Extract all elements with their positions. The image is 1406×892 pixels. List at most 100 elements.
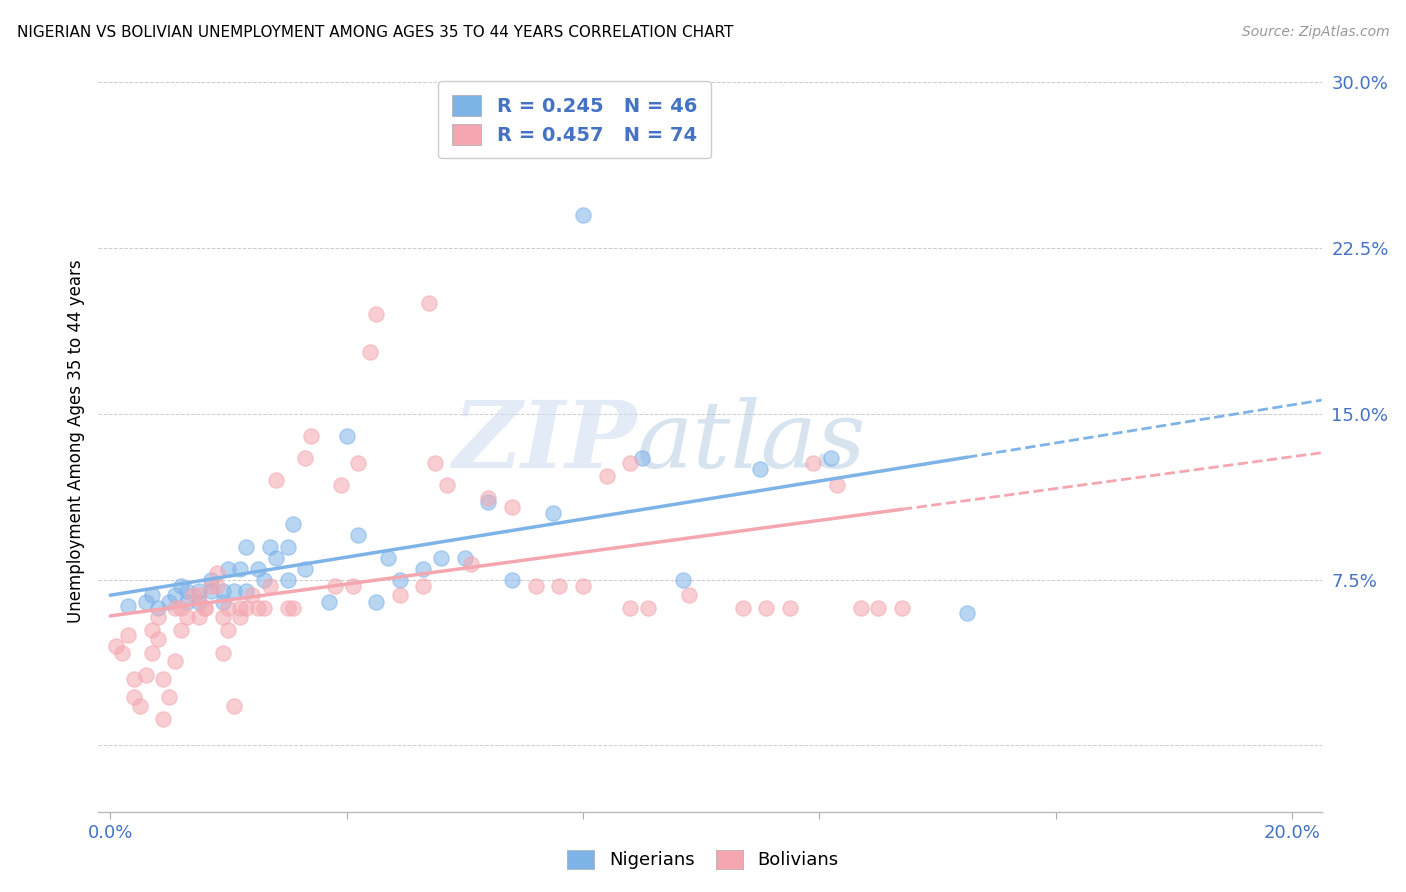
Point bbox=[329, 477, 352, 491]
Point bbox=[111, 646, 134, 660]
Point bbox=[170, 624, 193, 638]
Point bbox=[211, 595, 233, 609]
Point bbox=[194, 601, 217, 615]
Point bbox=[460, 558, 482, 572]
Point bbox=[146, 610, 169, 624]
Point bbox=[259, 579, 281, 593]
Point bbox=[128, 698, 150, 713]
Point bbox=[418, 296, 440, 310]
Point bbox=[595, 468, 617, 483]
Legend: R = 0.245   N = 46, R = 0.457   N = 74: R = 0.245 N = 46, R = 0.457 N = 74 bbox=[439, 81, 710, 159]
Point bbox=[849, 601, 872, 615]
Point bbox=[264, 550, 287, 565]
Point bbox=[246, 601, 269, 615]
Point bbox=[283, 601, 305, 615]
Point bbox=[377, 550, 399, 565]
Point bbox=[631, 451, 654, 466]
Point bbox=[122, 672, 145, 686]
Text: ZIP: ZIP bbox=[453, 397, 637, 486]
Point bbox=[477, 491, 499, 505]
Point bbox=[200, 583, 222, 598]
Point bbox=[619, 456, 641, 470]
Point bbox=[146, 632, 169, 647]
Point bbox=[224, 583, 246, 598]
Point bbox=[229, 561, 252, 575]
Point bbox=[336, 429, 359, 443]
Point bbox=[157, 690, 180, 704]
Point bbox=[276, 540, 298, 554]
Point bbox=[501, 500, 523, 514]
Point bbox=[412, 561, 434, 575]
Point bbox=[347, 456, 370, 470]
Point bbox=[187, 610, 209, 624]
Point bbox=[187, 595, 209, 609]
Point bbox=[135, 595, 157, 609]
Point bbox=[253, 601, 276, 615]
Point bbox=[194, 601, 217, 615]
Point bbox=[141, 646, 163, 660]
Point bbox=[524, 579, 547, 593]
Point bbox=[246, 561, 269, 575]
Point bbox=[825, 477, 848, 491]
Point bbox=[477, 495, 499, 509]
Point bbox=[572, 208, 595, 222]
Point bbox=[342, 579, 364, 593]
Point bbox=[235, 540, 257, 554]
Text: NIGERIAN VS BOLIVIAN UNEMPLOYMENT AMONG AGES 35 TO 44 YEARS CORRELATION CHART: NIGERIAN VS BOLIVIAN UNEMPLOYMENT AMONG … bbox=[17, 25, 734, 40]
Point bbox=[755, 601, 778, 615]
Point bbox=[235, 583, 257, 598]
Point bbox=[205, 579, 228, 593]
Y-axis label: Unemployment Among Ages 35 to 44 years: Unemployment Among Ages 35 to 44 years bbox=[66, 260, 84, 624]
Point bbox=[276, 573, 298, 587]
Point bbox=[388, 573, 411, 587]
Point bbox=[501, 573, 523, 587]
Point bbox=[211, 610, 233, 624]
Point bbox=[211, 646, 233, 660]
Point bbox=[122, 690, 145, 704]
Point bbox=[891, 601, 914, 615]
Point bbox=[956, 606, 979, 620]
Point bbox=[731, 601, 754, 615]
Point bbox=[117, 628, 139, 642]
Point bbox=[181, 588, 204, 602]
Point bbox=[276, 601, 298, 615]
Point bbox=[146, 601, 169, 615]
Point bbox=[294, 451, 316, 466]
Point bbox=[388, 588, 411, 602]
Point bbox=[619, 601, 641, 615]
Point bbox=[205, 566, 228, 580]
Point bbox=[779, 601, 801, 615]
Point bbox=[366, 595, 388, 609]
Point bbox=[235, 601, 257, 615]
Point bbox=[157, 595, 180, 609]
Point bbox=[253, 573, 276, 587]
Point bbox=[217, 561, 239, 575]
Point bbox=[678, 588, 700, 602]
Point bbox=[229, 610, 252, 624]
Point bbox=[217, 624, 239, 638]
Point bbox=[165, 588, 187, 602]
Point bbox=[240, 588, 263, 602]
Point bbox=[299, 429, 322, 443]
Point bbox=[217, 601, 239, 615]
Point bbox=[117, 599, 139, 614]
Point bbox=[323, 579, 346, 593]
Point bbox=[224, 698, 246, 713]
Point bbox=[412, 579, 434, 593]
Point bbox=[868, 601, 890, 615]
Point bbox=[165, 655, 187, 669]
Point bbox=[152, 672, 174, 686]
Text: atlas: atlas bbox=[637, 397, 866, 486]
Point bbox=[436, 477, 458, 491]
Point bbox=[366, 308, 388, 322]
Point bbox=[200, 579, 222, 593]
Point bbox=[749, 462, 772, 476]
Legend: Nigerians, Bolivians: Nigerians, Bolivians bbox=[558, 841, 848, 879]
Point bbox=[820, 451, 842, 466]
Point bbox=[259, 540, 281, 554]
Point bbox=[170, 579, 193, 593]
Point bbox=[135, 667, 157, 681]
Point bbox=[176, 610, 198, 624]
Point bbox=[572, 579, 595, 593]
Point bbox=[294, 561, 316, 575]
